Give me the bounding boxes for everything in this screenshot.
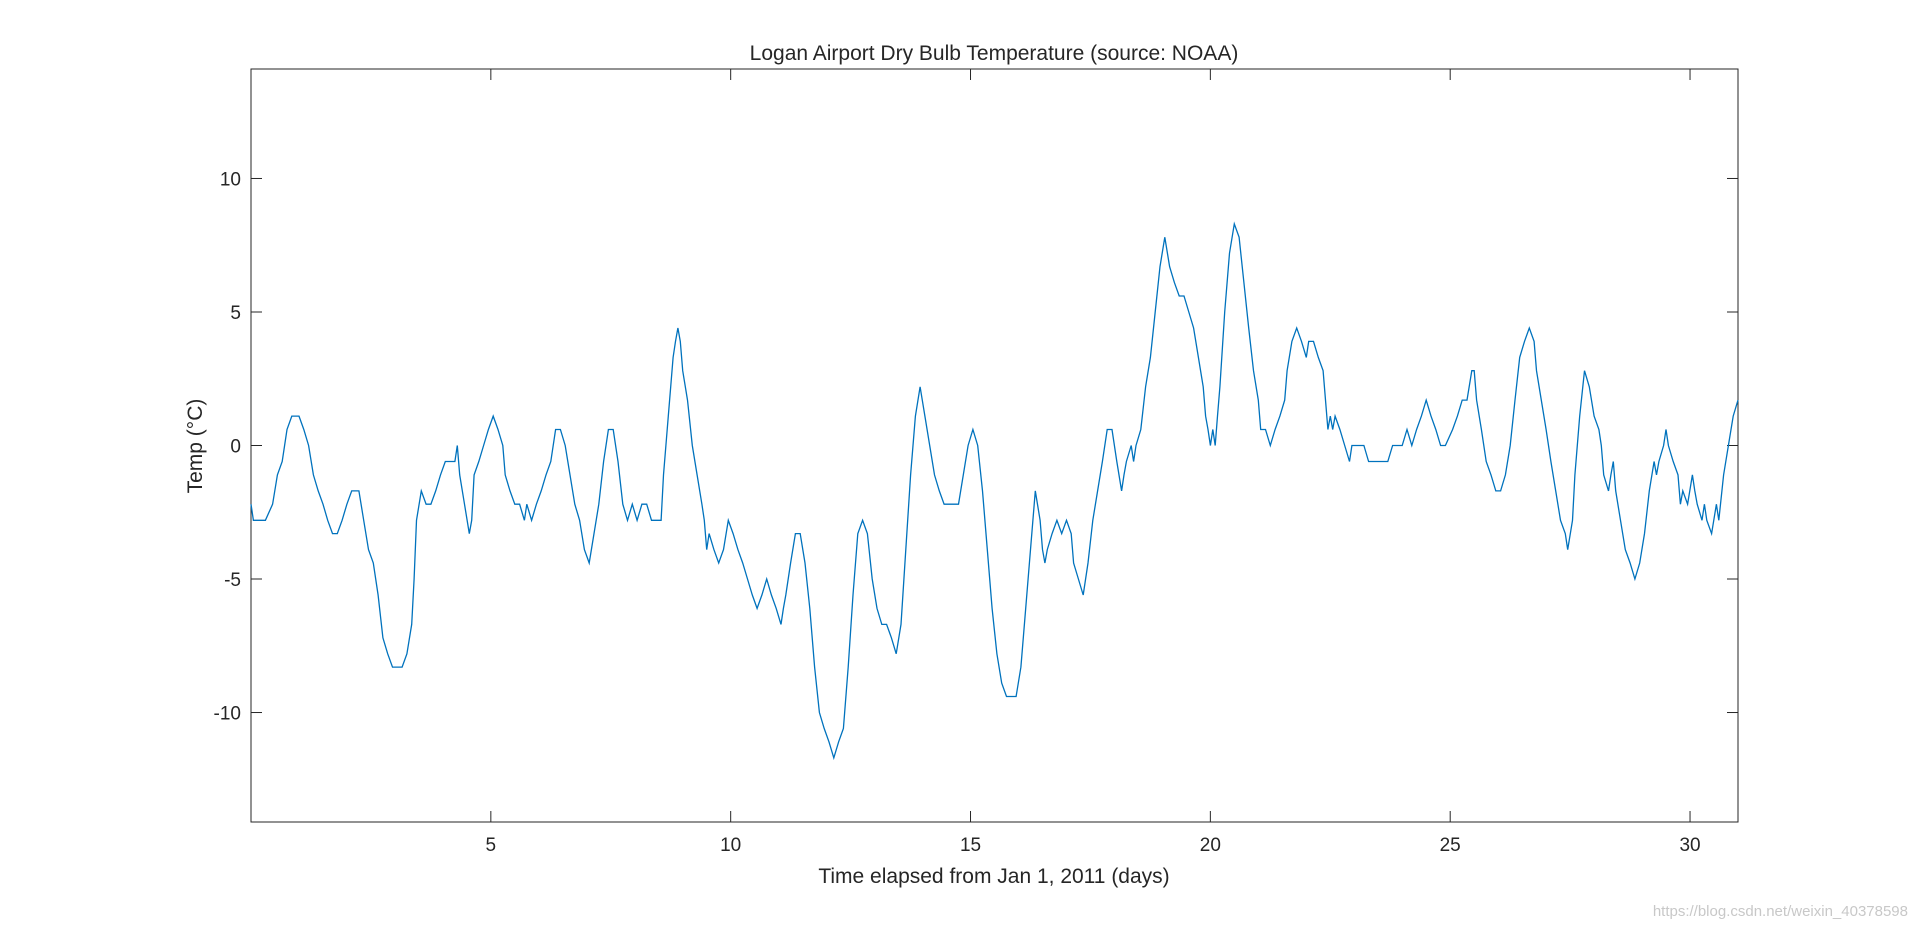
y-tick-label: 10 [220,169,241,190]
chart-title: Logan Airport Dry Bulb Temperature (sour… [750,42,1239,65]
y-tick-label: -10 [214,704,241,725]
x-axis-label: Time elapsed from Jan 1, 2011 (days) [818,865,1169,888]
watermark-text: https://blog.csdn.net/weixin_40378598 [1652,903,1908,920]
x-tick-label: 25 [1440,835,1461,856]
plot-area [250,68,1739,823]
x-tick-labels: 5 10 15 20 25 30 [486,835,1701,856]
y-tick-label: 5 [230,303,241,324]
y-axis-label: Temp (°C) [184,399,207,494]
y-tick-labels: -10 -5 0 5 10 [214,169,241,724]
temperature-line [250,221,1739,761]
x-tick-label: 30 [1679,835,1700,856]
x-tick-label: 10 [720,835,741,856]
x-tick-label: 15 [960,835,981,856]
x-tick-label: 5 [486,835,497,856]
y-tick-label: 0 [230,437,241,458]
x-tick-label: 20 [1200,835,1221,856]
y-tick-label: -5 [224,570,241,591]
axis-ticks [251,69,1738,822]
